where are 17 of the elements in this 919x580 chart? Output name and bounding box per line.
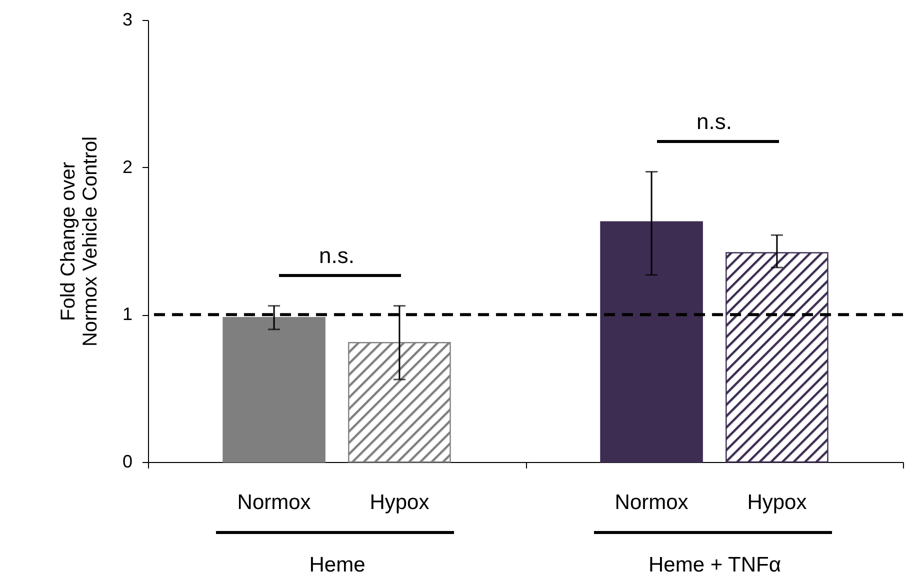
x-tick-label: Heme + TNFα — [648, 554, 782, 576]
bar — [726, 252, 828, 463]
annotation: n.s. — [696, 108, 732, 134]
annotation: n.s. — [319, 242, 354, 268]
y-tick-label: 0 — [122, 452, 132, 472]
y-axis-title: Fold Change over Normox Vehicle Control — [57, 136, 102, 347]
text: Normox — [614, 491, 688, 514]
series-label: Normox — [237, 491, 312, 514]
bar — [348, 342, 451, 463]
series-label: Hypox — [370, 491, 430, 514]
y-tick-label: 2 — [122, 156, 132, 177]
y-tick-label: 1 — [122, 304, 132, 324]
x-tick-label: Heme — [309, 554, 366, 576]
text: Hypox — [747, 491, 807, 514]
y-tick-label: 3 — [122, 10, 132, 30]
bar — [222, 317, 326, 463]
bar — [600, 221, 703, 463]
